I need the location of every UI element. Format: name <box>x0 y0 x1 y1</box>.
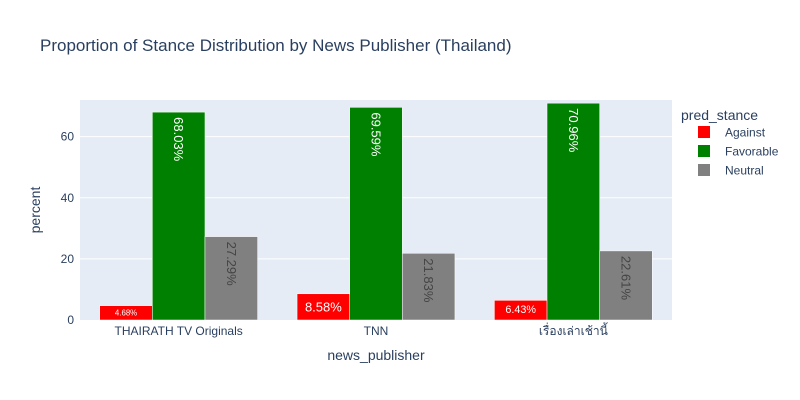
bar-value-label: 68.03% <box>171 117 186 162</box>
bar-value-label: 69.59% <box>369 112 384 157</box>
bar-value-label: 4.68% <box>115 308 137 317</box>
legend: pred_stance Against Favorable Neutral <box>681 107 779 178</box>
bar-favorable <box>349 107 403 321</box>
y-axis-tick-labels: 0 20 40 60 <box>61 130 75 327</box>
y-tick-label: 60 <box>61 130 75 144</box>
legend-item-favorable: Favorable <box>725 145 779 159</box>
x-tick-label: เรื่องเล่าเช้านี้ <box>539 322 609 338</box>
legend-title: pred_stance <box>681 107 758 123</box>
bar-against <box>296 293 350 321</box>
y-tick-label: 20 <box>61 252 75 266</box>
bar-neutral <box>402 253 456 321</box>
bar-neutral <box>599 250 653 321</box>
bar-value-label: 8.58% <box>305 299 342 314</box>
x-axis-label: news_publisher <box>327 347 425 363</box>
legend-swatch-neutral <box>698 164 710 176</box>
bar-favorable <box>152 111 206 321</box>
legend-item-neutral: Neutral <box>725 164 764 178</box>
bar-value-label: 27.29% <box>224 242 239 287</box>
bar-value-label: 22.61% <box>618 256 633 301</box>
legend-item-against: Against <box>725 126 766 140</box>
chart-title: Proportion of Stance Distribution by New… <box>40 36 512 55</box>
x-axis-tick-labels: THAIRATH TV Originals TNN เรื่องเล่าเช้านี… <box>115 322 609 338</box>
x-tick-label: TNN <box>364 324 389 338</box>
bar-neutral <box>204 236 258 321</box>
y-tick-label: 40 <box>61 191 75 205</box>
bars: 4.68% 68.03% 27.29% 8.58% 69.59% 21.83% 6.43% 7… <box>99 102 653 321</box>
legend-swatch-favorable <box>698 145 710 157</box>
bar-value-label: 21.83% <box>421 258 436 303</box>
bar-value-label: 70.96% <box>566 108 581 153</box>
y-axis-label: percent <box>27 187 43 234</box>
bar-value-label: 6.43% <box>505 304 536 316</box>
legend-swatch-against <box>698 126 710 138</box>
bar-favorable <box>546 102 600 321</box>
x-tick-label: THAIRATH TV Originals <box>115 324 243 338</box>
y-tick-label: 0 <box>67 313 74 327</box>
